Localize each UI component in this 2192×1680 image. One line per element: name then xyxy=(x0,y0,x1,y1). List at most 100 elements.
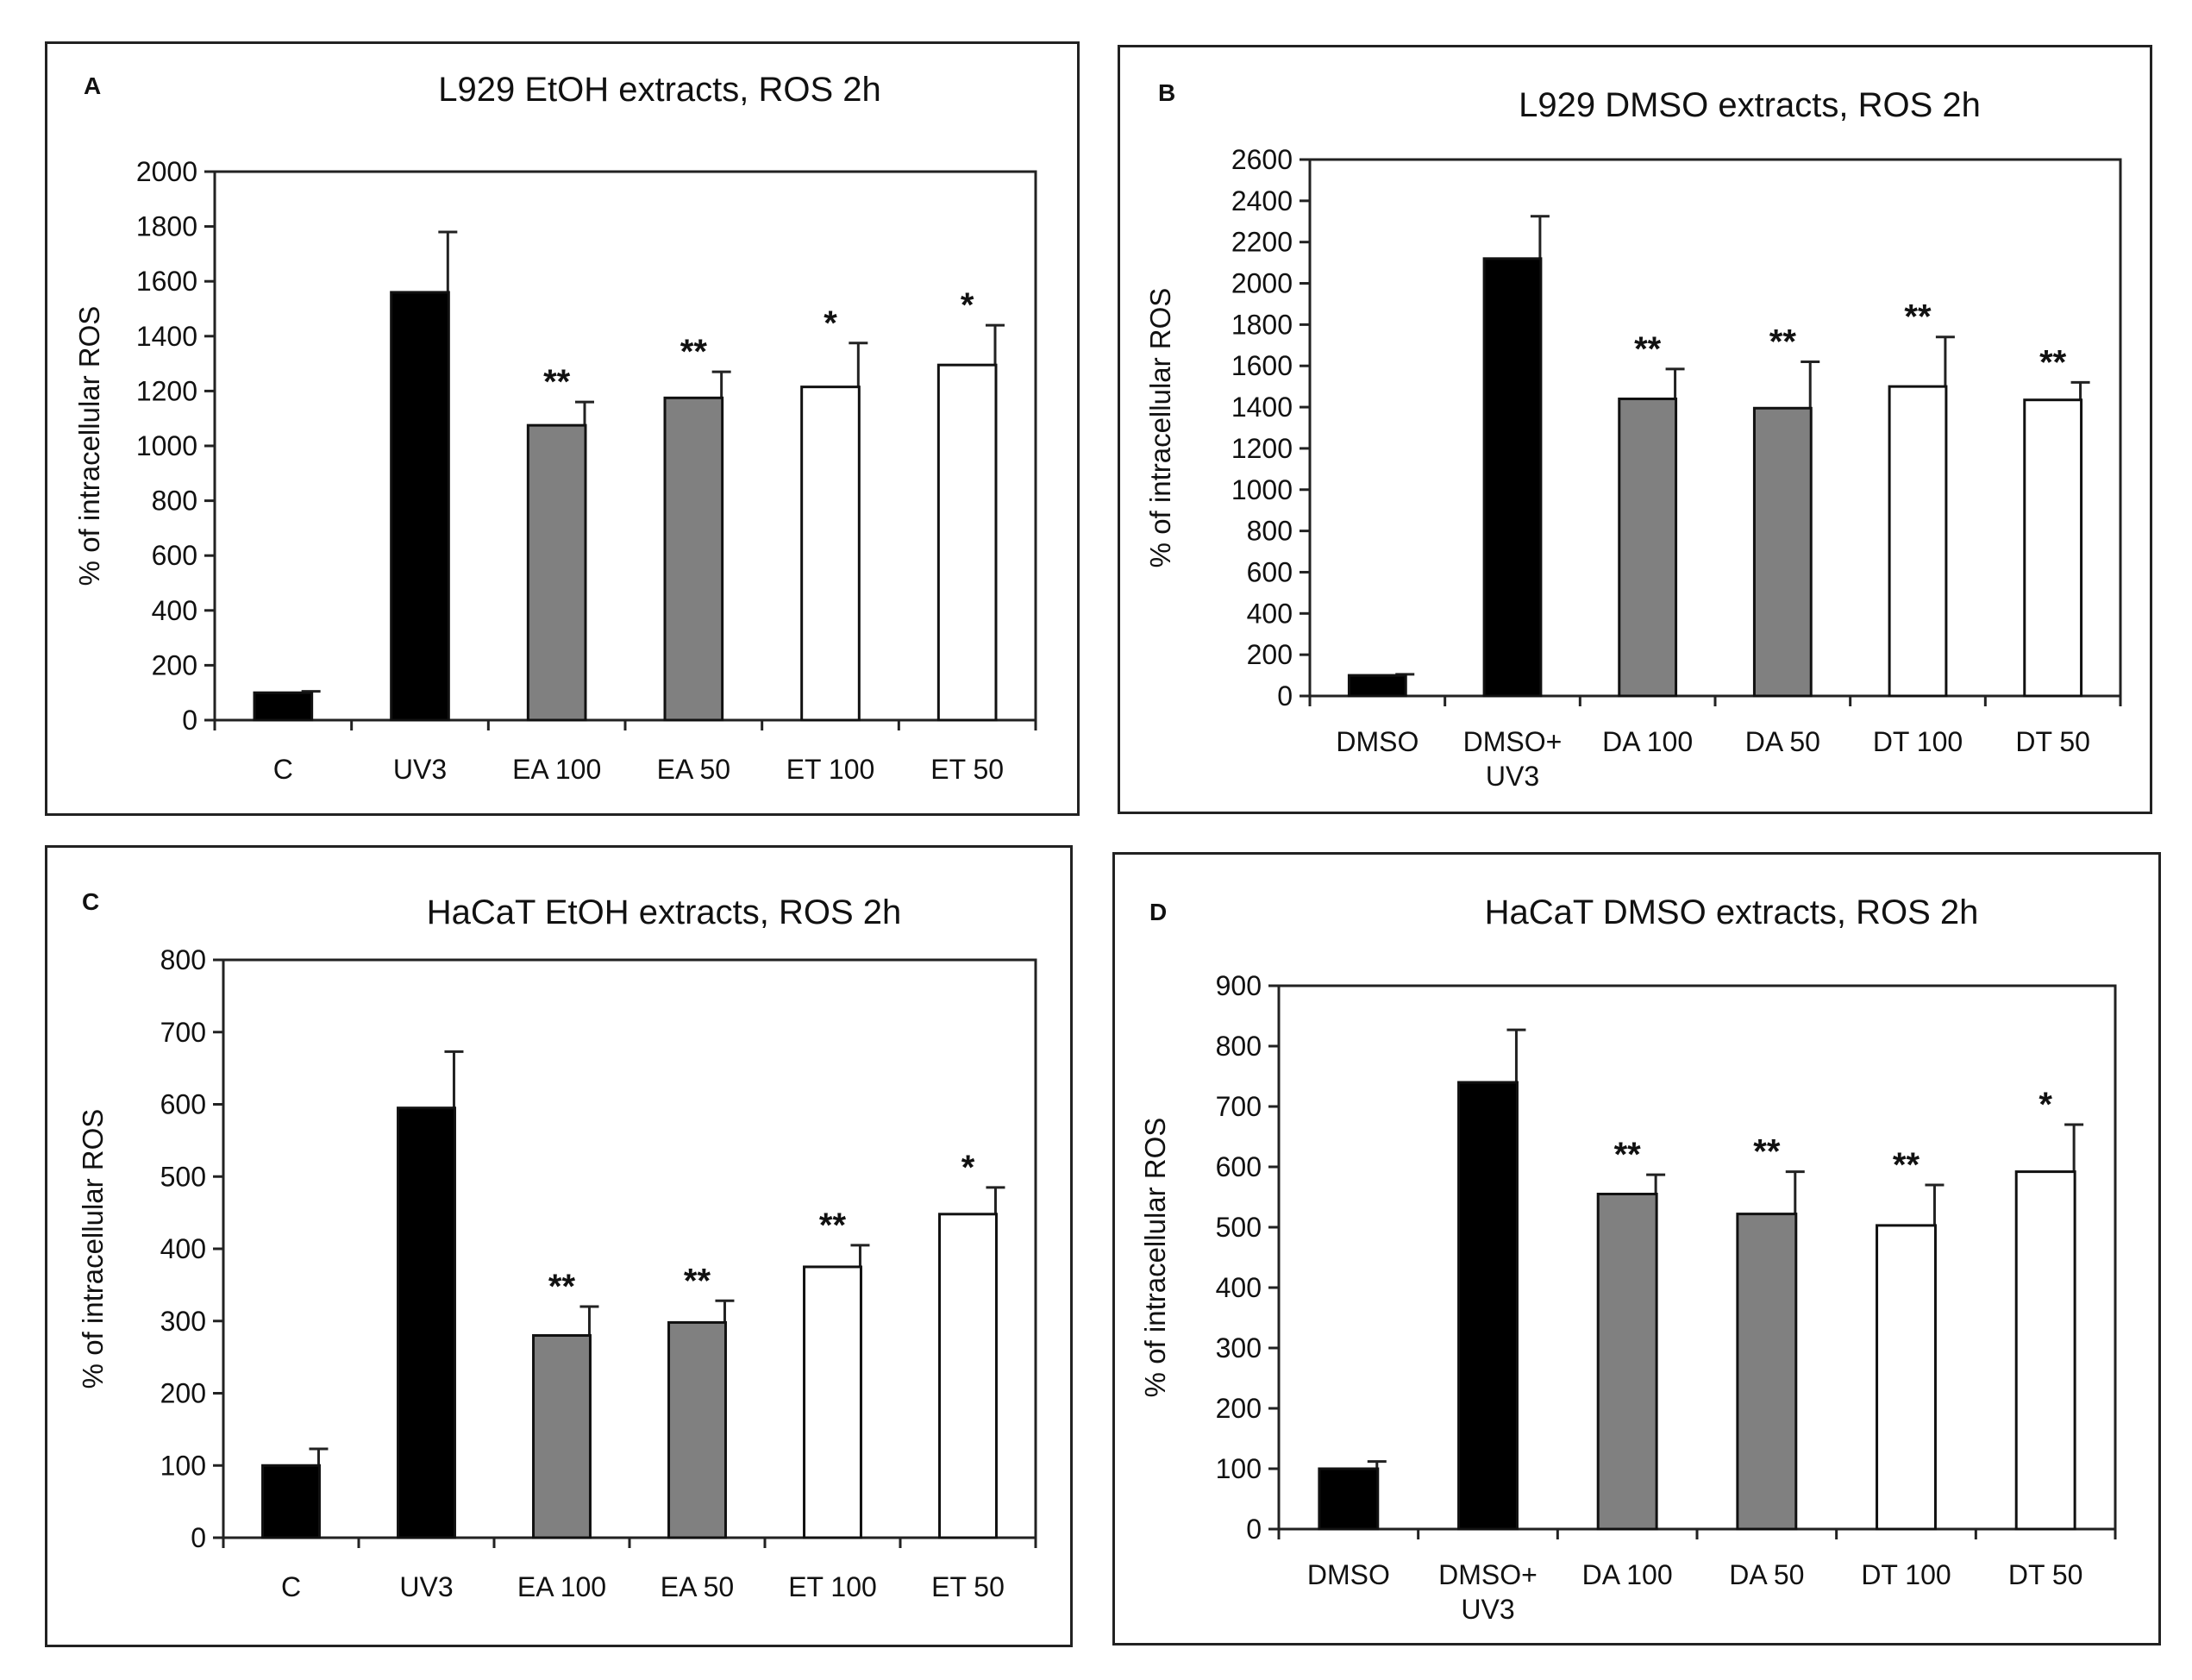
y-tick-label-b: 1600 xyxy=(1231,350,1293,381)
chart-b: B L929 DMSO extracts, ROS 2h 0 200 400 600 800… xyxy=(1144,79,2122,792)
y-tick-label-a: 400 xyxy=(152,595,197,626)
significance-c-2: ** xyxy=(548,1268,576,1306)
bar-c-5 xyxy=(938,1213,998,1539)
x-tick-label-a-3: EA 50 xyxy=(657,754,730,785)
x-tick-label-c-3: EA 50 xyxy=(661,1571,734,1602)
significance-d-2: ** xyxy=(1614,1136,1642,1174)
y-tick-label-b: 400 xyxy=(1247,598,1293,629)
bar-b-0 xyxy=(1347,674,1407,698)
x-tick-label-c-0: C xyxy=(281,1571,301,1602)
panel-b: B L929 DMSO extracts, ROS 2h 0 200 400 600 800… xyxy=(1118,45,2152,814)
x-tick-label-a-4: ET 100 xyxy=(786,754,875,785)
y-tick-label-d: 500 xyxy=(1216,1212,1262,1243)
y-axis-title-b: % of intracellular ROS xyxy=(1144,288,1176,568)
y-tick-label-a: 1000 xyxy=(136,430,197,461)
y-tick-label-b: 600 xyxy=(1247,556,1293,587)
y-tick-label-c: 800 xyxy=(160,944,206,975)
y-tick-label-b: 1200 xyxy=(1231,433,1293,464)
y-tick-label-b: 0 xyxy=(1277,680,1293,711)
y-tick-label-c: 600 xyxy=(160,1089,206,1120)
bar-a-0 xyxy=(253,691,314,722)
y-tick-label-b: 2400 xyxy=(1231,185,1293,216)
bar-b-5 xyxy=(2023,398,2083,698)
chart-c: C HaCaT EtOH extracts, ROS 2h 0 100 200 300 40… xyxy=(77,888,1037,1602)
significance-c-5: * xyxy=(961,1149,975,1187)
plot-frame-c xyxy=(222,958,1037,1539)
y-tick-label-a: 1200 xyxy=(136,375,197,406)
x-tick-label-c-4: ET 100 xyxy=(788,1571,877,1602)
y-tick-label-b: 2200 xyxy=(1231,227,1293,258)
significance-b-4: ** xyxy=(1904,298,1932,336)
y-tick-label-c: 500 xyxy=(160,1161,206,1192)
y-tick-label-b: 2600 xyxy=(1231,144,1293,175)
bar-d-0 xyxy=(1318,1467,1380,1531)
bar-c-4 xyxy=(803,1265,862,1539)
x-tick-label-a-1: UV3 xyxy=(393,754,447,785)
y-tick-label-a: 600 xyxy=(152,540,197,571)
x-tick-label-d-4: DT 100 xyxy=(1861,1559,1951,1590)
y-tick-label-c: 700 xyxy=(160,1017,206,1048)
bar-a-2 xyxy=(526,423,587,722)
y-tick-label-c: 0 xyxy=(191,1522,206,1553)
y-tick-label-b: 2000 xyxy=(1231,268,1293,299)
significance-a-3: ** xyxy=(680,333,708,371)
bar-a-4 xyxy=(800,386,861,722)
bar-a-3 xyxy=(663,396,724,722)
x-tick-label-c-2: EA 100 xyxy=(517,1571,606,1602)
significance-a-5: * xyxy=(961,286,974,324)
bar-b-3 xyxy=(1752,406,1813,698)
y-tick-label-d: 0 xyxy=(1246,1514,1262,1545)
y-tick-label-d: 900 xyxy=(1216,970,1262,1001)
chart-title-d: HaCaT DMSO extracts, ROS 2h xyxy=(1485,893,1979,931)
x-tick-label-b-3: DA 50 xyxy=(1745,726,1820,757)
x-tick-label-c-1: UV3 xyxy=(399,1571,453,1602)
y-tick-label-a: 200 xyxy=(152,649,197,680)
significance-d-4: ** xyxy=(1893,1146,1920,1184)
x-tick-label-b-2: DA 100 xyxy=(1602,726,1693,757)
panel-letter-c: C xyxy=(82,888,99,915)
x-tick-label-a-5: ET 50 xyxy=(930,754,1004,785)
significance-a-2: ** xyxy=(543,363,571,401)
plot-frame-b xyxy=(1308,158,2122,698)
panel-letter-a: A xyxy=(84,72,101,99)
significance-b-5: ** xyxy=(2039,343,2067,381)
y-tick-label-d: 300 xyxy=(1216,1332,1262,1363)
panel-d: D HaCaT DMSO extracts, ROS 2h 0 100 200 300 40… xyxy=(1112,852,2161,1646)
chart-title-a: L929 EtOH extracts, ROS 2h xyxy=(438,71,881,109)
significance-d-5: * xyxy=(2039,1086,2052,1124)
significance-d-3: ** xyxy=(1753,1133,1781,1171)
y-tick-label-a: 2000 xyxy=(136,156,197,187)
y-tick-label-a: 1800 xyxy=(136,211,197,242)
bar-c-2 xyxy=(532,1334,592,1539)
chart-a: A L929 EtOH extracts, ROS 2h 0 200 400 600 800… xyxy=(73,71,1037,785)
x-tick-label-b-1: DMSO+ xyxy=(1463,726,1563,757)
bar-d-2 xyxy=(1596,1193,1658,1531)
x-tick-label-d-3: DA 50 xyxy=(1729,1559,1804,1590)
x-tick-label-c-5: ET 50 xyxy=(931,1571,1005,1602)
bar-c-0 xyxy=(261,1464,321,1539)
x-tick-label-b-0: DMSO xyxy=(1336,726,1419,757)
y-tick-label-a: 1400 xyxy=(136,321,197,352)
significance-c-3: ** xyxy=(684,1262,711,1300)
x-tick-label-b-5: DT 50 xyxy=(2015,726,2090,757)
x-tick-label-d-5: DT 50 xyxy=(2008,1559,2083,1590)
panel-letter-d: D xyxy=(1149,899,1167,925)
bar-c-1 xyxy=(397,1106,456,1539)
bar-c-3 xyxy=(667,1320,727,1539)
chart-title-c: HaCaT EtOH extracts, ROS 2h xyxy=(427,893,902,931)
y-tick-label-d: 100 xyxy=(1216,1453,1262,1484)
x-tick-label-d-0: DMSO xyxy=(1307,1559,1390,1590)
y-tick-label-d: 600 xyxy=(1216,1151,1262,1182)
panel-letter-b: B xyxy=(1158,79,1175,106)
x-tick-label-a-2: EA 100 xyxy=(512,754,601,785)
x-tick-label-b-1: UV3 xyxy=(1486,761,1539,792)
y-tick-label-d: 400 xyxy=(1216,1272,1262,1303)
x-tick-label-d-2: DA 100 xyxy=(1582,1559,1673,1590)
bar-d-1 xyxy=(1457,1081,1519,1531)
panel-a: A L929 EtOH extracts, ROS 2h 0 200 400 600 800… xyxy=(45,41,1080,816)
bar-a-5 xyxy=(936,363,998,722)
significance-a-4: * xyxy=(824,304,837,342)
y-tick-label-b: 1800 xyxy=(1231,309,1293,340)
y-tick-label-b: 1400 xyxy=(1231,392,1293,423)
significance-c-4: ** xyxy=(819,1207,847,1244)
